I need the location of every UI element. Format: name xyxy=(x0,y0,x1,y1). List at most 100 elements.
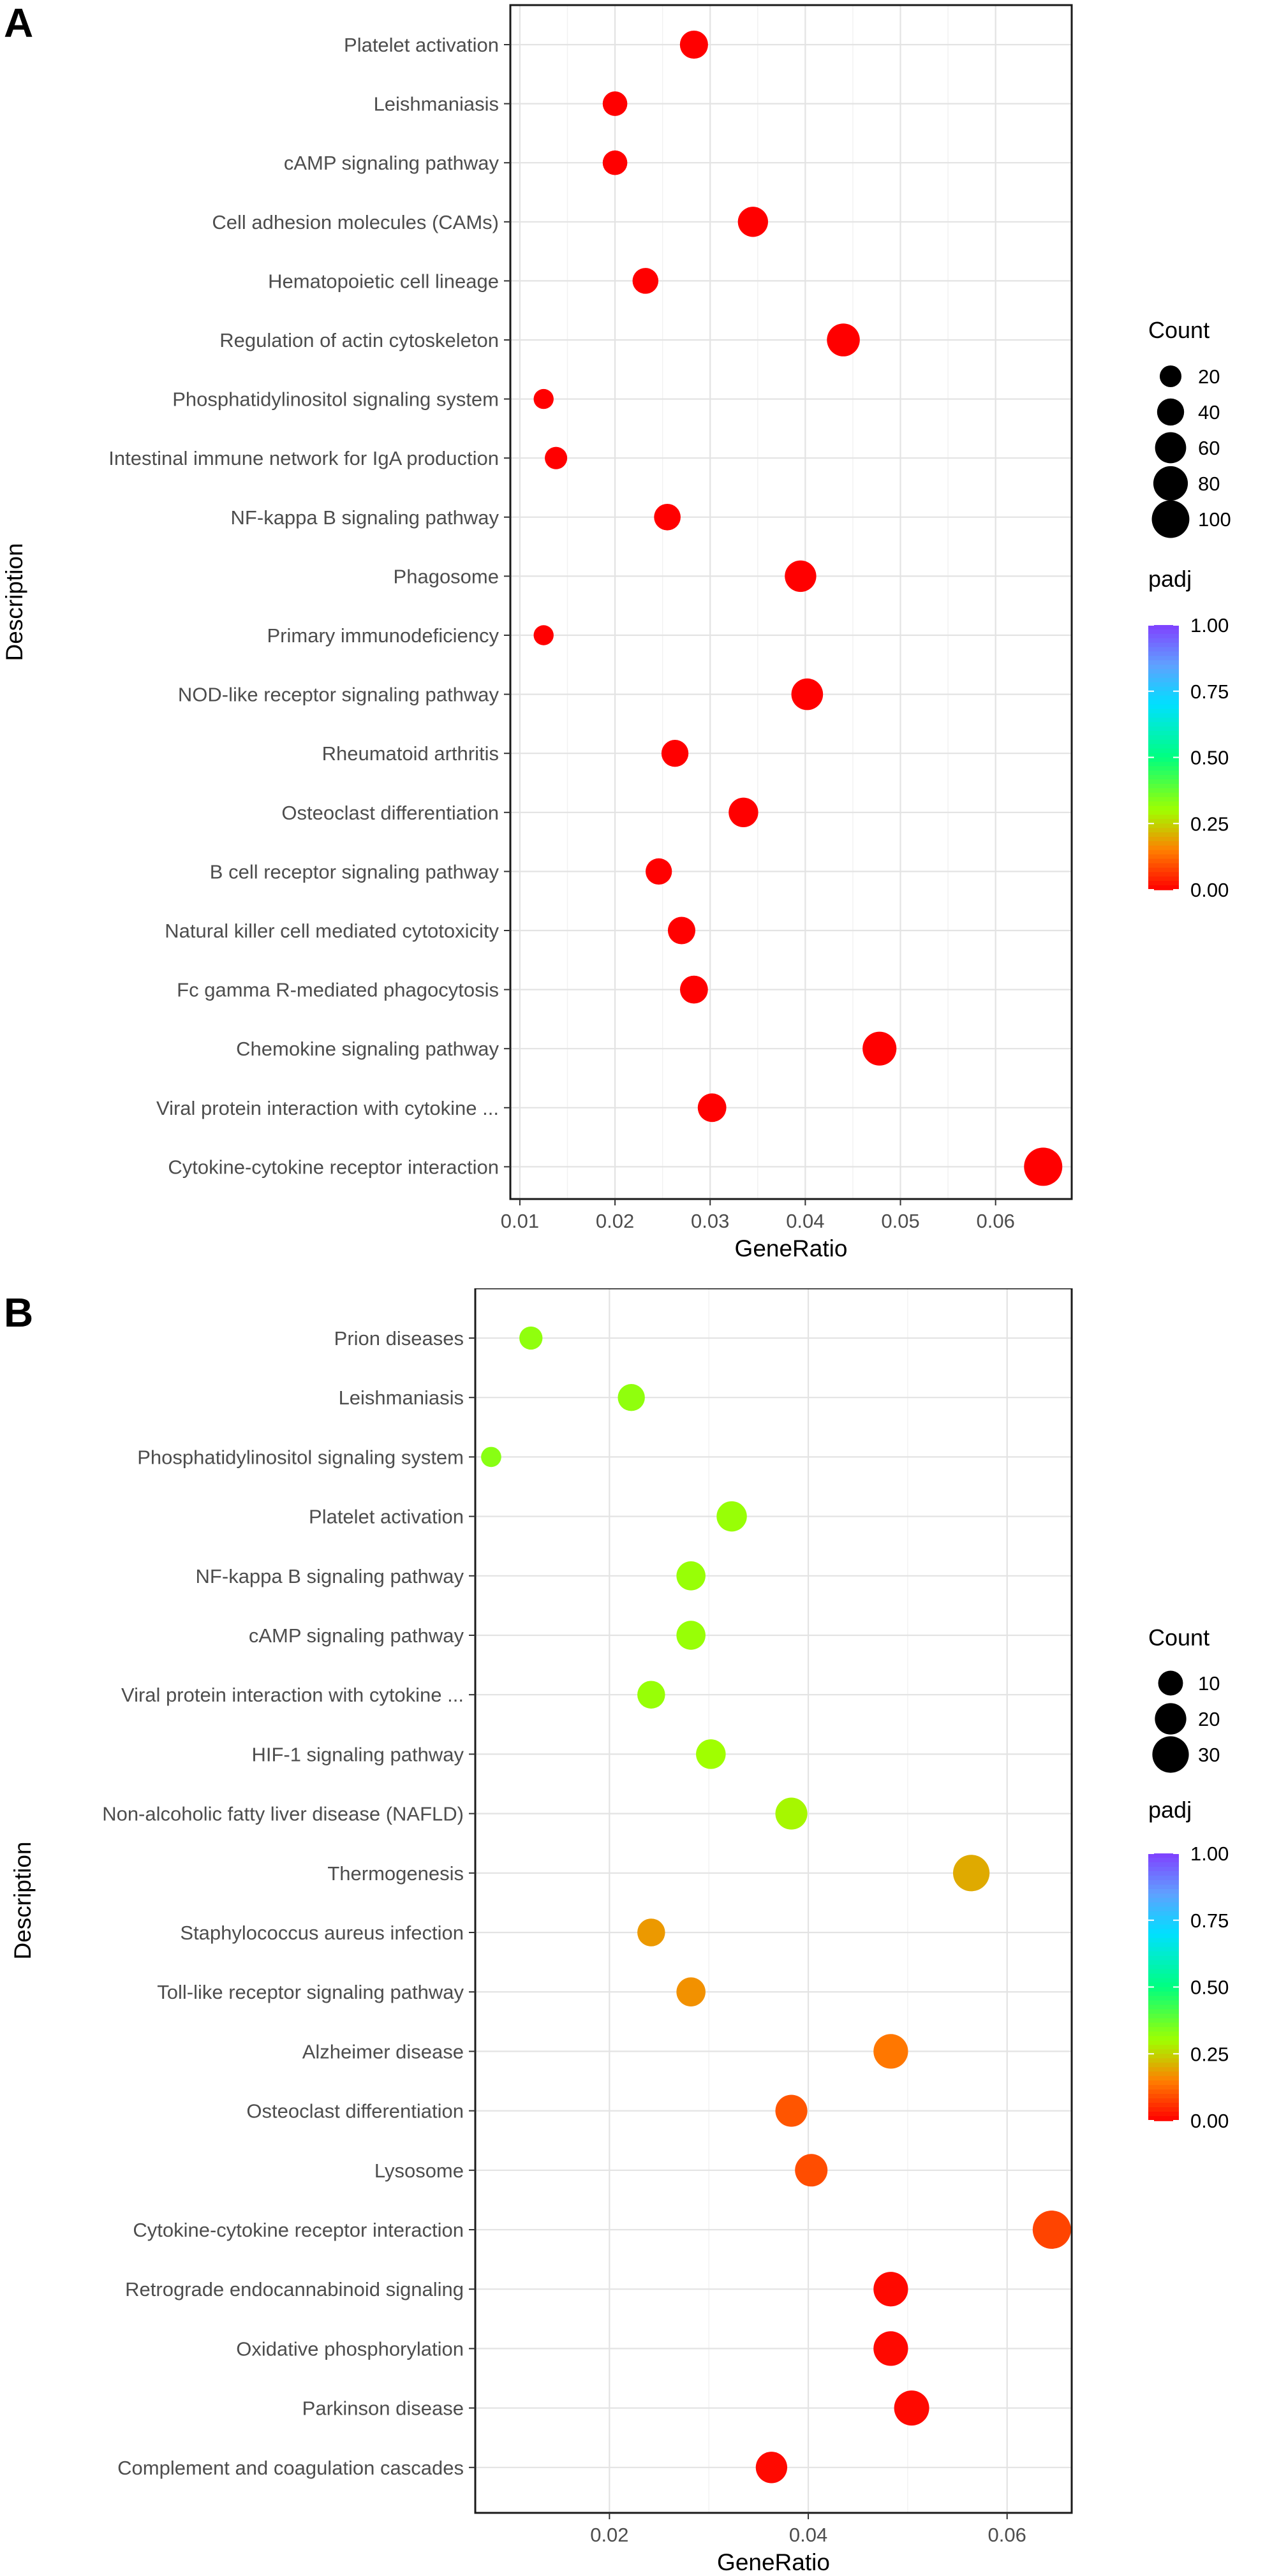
padj-colorbar-segment xyxy=(1148,2089,1179,2094)
y-tick-label: Phosphatidylinositol signaling system xyxy=(137,1446,464,1468)
data-point xyxy=(632,268,659,294)
padj-colorbar-segment xyxy=(1148,792,1179,798)
padj-colorbar-segment xyxy=(1148,1955,1179,1961)
padj-colorbar-segment xyxy=(1148,1982,1179,1988)
padj-legend-label: 1.00 xyxy=(1190,614,1229,637)
dot-plot-a: A Platelet activation Leishmaniasis cAMP si… xyxy=(1,0,1231,1262)
padj-colorbar-segment xyxy=(1148,1969,1179,1975)
padj-colorbar-segment xyxy=(1148,881,1179,886)
y-tick-label: Primary immunodeficiency xyxy=(267,624,499,647)
y-tick-label: Osteoclast differentiation xyxy=(281,802,499,824)
y-tick-label: Platelet activation xyxy=(309,1506,464,1528)
padj-colorbar-segment xyxy=(1148,726,1179,732)
data-point xyxy=(679,30,708,59)
padj-colorbar-segment xyxy=(1148,1853,1179,1858)
padj-colorbar-segment xyxy=(1148,810,1179,816)
y-tick-label: Phagosome xyxy=(394,565,499,587)
padj-colorbar-segment xyxy=(1148,633,1179,639)
padj-legend-title: padj xyxy=(1148,566,1192,592)
padj-colorbar-segment xyxy=(1148,814,1179,820)
data-point xyxy=(602,150,628,175)
y-tick-label: cAMP signaling pathway xyxy=(249,1624,464,1647)
data-point xyxy=(637,1681,665,1709)
data-point xyxy=(533,625,554,645)
padj-colorbar-segment xyxy=(1148,739,1179,745)
padj-colorbar-segment xyxy=(1148,806,1179,811)
padj-colorbar-segment xyxy=(1148,828,1179,833)
padj-colorbar-segment xyxy=(1148,1897,1179,1903)
data-point xyxy=(775,2094,808,2127)
padj-colorbar-segment xyxy=(1148,1929,1179,1934)
padj-colorbar-segment xyxy=(1148,2094,1179,2099)
padj-colorbar-segment xyxy=(1148,757,1179,763)
padj-colorbar-segment xyxy=(1148,753,1179,758)
y-tick-label: cAMP signaling pathway xyxy=(284,152,499,174)
padj-colorbar-segment xyxy=(1148,686,1179,692)
padj-colorbar-segment xyxy=(1148,748,1179,754)
data-point xyxy=(716,1501,747,1532)
padj-colorbar-segment xyxy=(1148,784,1179,789)
y-tick-label: Chemokine signaling pathway xyxy=(236,1038,499,1060)
y-tick-label: Platelet activation xyxy=(344,34,499,56)
y-tick-label: Cytokine-cytokine receptor interaction xyxy=(133,2219,464,2241)
padj-colorbar-segment xyxy=(1148,2031,1179,2037)
data-point xyxy=(785,560,817,592)
padj-colorbar-segment xyxy=(1148,651,1179,657)
y-tick-label: Hematopoietic cell lineage xyxy=(268,270,499,292)
y-tick-label: NF-kappa B signaling pathway xyxy=(196,1565,464,1587)
padj-colorbar-segment xyxy=(1148,854,1179,860)
padj-colorbar-segment xyxy=(1148,722,1179,727)
padj-colorbar-segment xyxy=(1148,2040,1179,2046)
padj-colorbar-segment xyxy=(1148,673,1179,679)
padj-colorbar-segment xyxy=(1148,695,1179,701)
data-point xyxy=(791,678,824,710)
padj-colorbar-segment xyxy=(1148,823,1179,828)
padj-colorbar-segment xyxy=(1148,665,1179,670)
data-point xyxy=(862,1031,897,1066)
data-point xyxy=(533,388,554,409)
padj-colorbar-segment xyxy=(1148,788,1179,793)
panel-letter: A xyxy=(4,0,33,46)
padj-colorbar-segment xyxy=(1148,863,1179,869)
padj-colorbar-segment xyxy=(1148,1947,1179,1952)
x-axis-title: GeneRatio xyxy=(717,2549,830,2575)
padj-colorbar-segment xyxy=(1148,2103,1179,2108)
y-tick-label: Prion diseases xyxy=(334,1327,464,1350)
padj-colorbar-segment xyxy=(1148,1978,1179,1984)
padj-legend-label: 0.00 xyxy=(1190,2110,1229,2132)
padj-colorbar-segment xyxy=(1148,867,1179,873)
data-point xyxy=(654,503,681,531)
count-legend-dot xyxy=(1158,1670,1183,1696)
padj-colorbar-segment xyxy=(1148,1906,1179,1912)
padj-legend-label: 0.25 xyxy=(1190,2043,1229,2065)
y-tick-label: Complement and coagulation cascades xyxy=(117,2457,464,2479)
padj-colorbar-segment xyxy=(1148,718,1179,723)
padj-colorbar-segment xyxy=(1148,2067,1179,2072)
count-legend-label: 40 xyxy=(1198,401,1220,423)
count-legend-label: 10 xyxy=(1198,1672,1220,1695)
y-tick-label: Toll-like receptor signaling pathway xyxy=(157,1981,464,2003)
padj-colorbar-segment xyxy=(1148,1924,1179,1930)
x-axis-title: GeneRatio xyxy=(735,1235,848,1262)
padj-colorbar-segment xyxy=(1148,832,1179,837)
padj-colorbar-segment xyxy=(1148,1884,1179,1890)
x-tick-label: 0.01 xyxy=(501,1210,539,1232)
padj-colorbar-segment xyxy=(1148,669,1179,674)
x-tick-label: 0.02 xyxy=(596,1210,634,1232)
data-point xyxy=(737,207,768,237)
y-axis-title: Description xyxy=(1,543,27,661)
y-tick-label: Cytokine-cytokine receptor interaction xyxy=(168,1156,499,1178)
data-point xyxy=(894,2390,929,2426)
padj-colorbar-segment xyxy=(1148,1942,1179,1948)
padj-colorbar-segment xyxy=(1148,1893,1179,1899)
padj-colorbar-segment xyxy=(1148,638,1179,644)
x-tick-label: 0.05 xyxy=(881,1210,919,1232)
padj-colorbar-segment xyxy=(1148,1888,1179,1894)
y-tick-label: Regulation of actin cytoskeleton xyxy=(219,329,499,351)
count-legend-dot xyxy=(1159,365,1182,388)
y-tick-label: Alzheimer disease xyxy=(302,2040,464,2063)
padj-colorbar-segment xyxy=(1148,779,1179,784)
y-tick-label: Fc gamma R-mediated phagocytosis xyxy=(177,979,499,1001)
data-point xyxy=(679,975,708,1004)
data-point xyxy=(618,1383,645,1411)
